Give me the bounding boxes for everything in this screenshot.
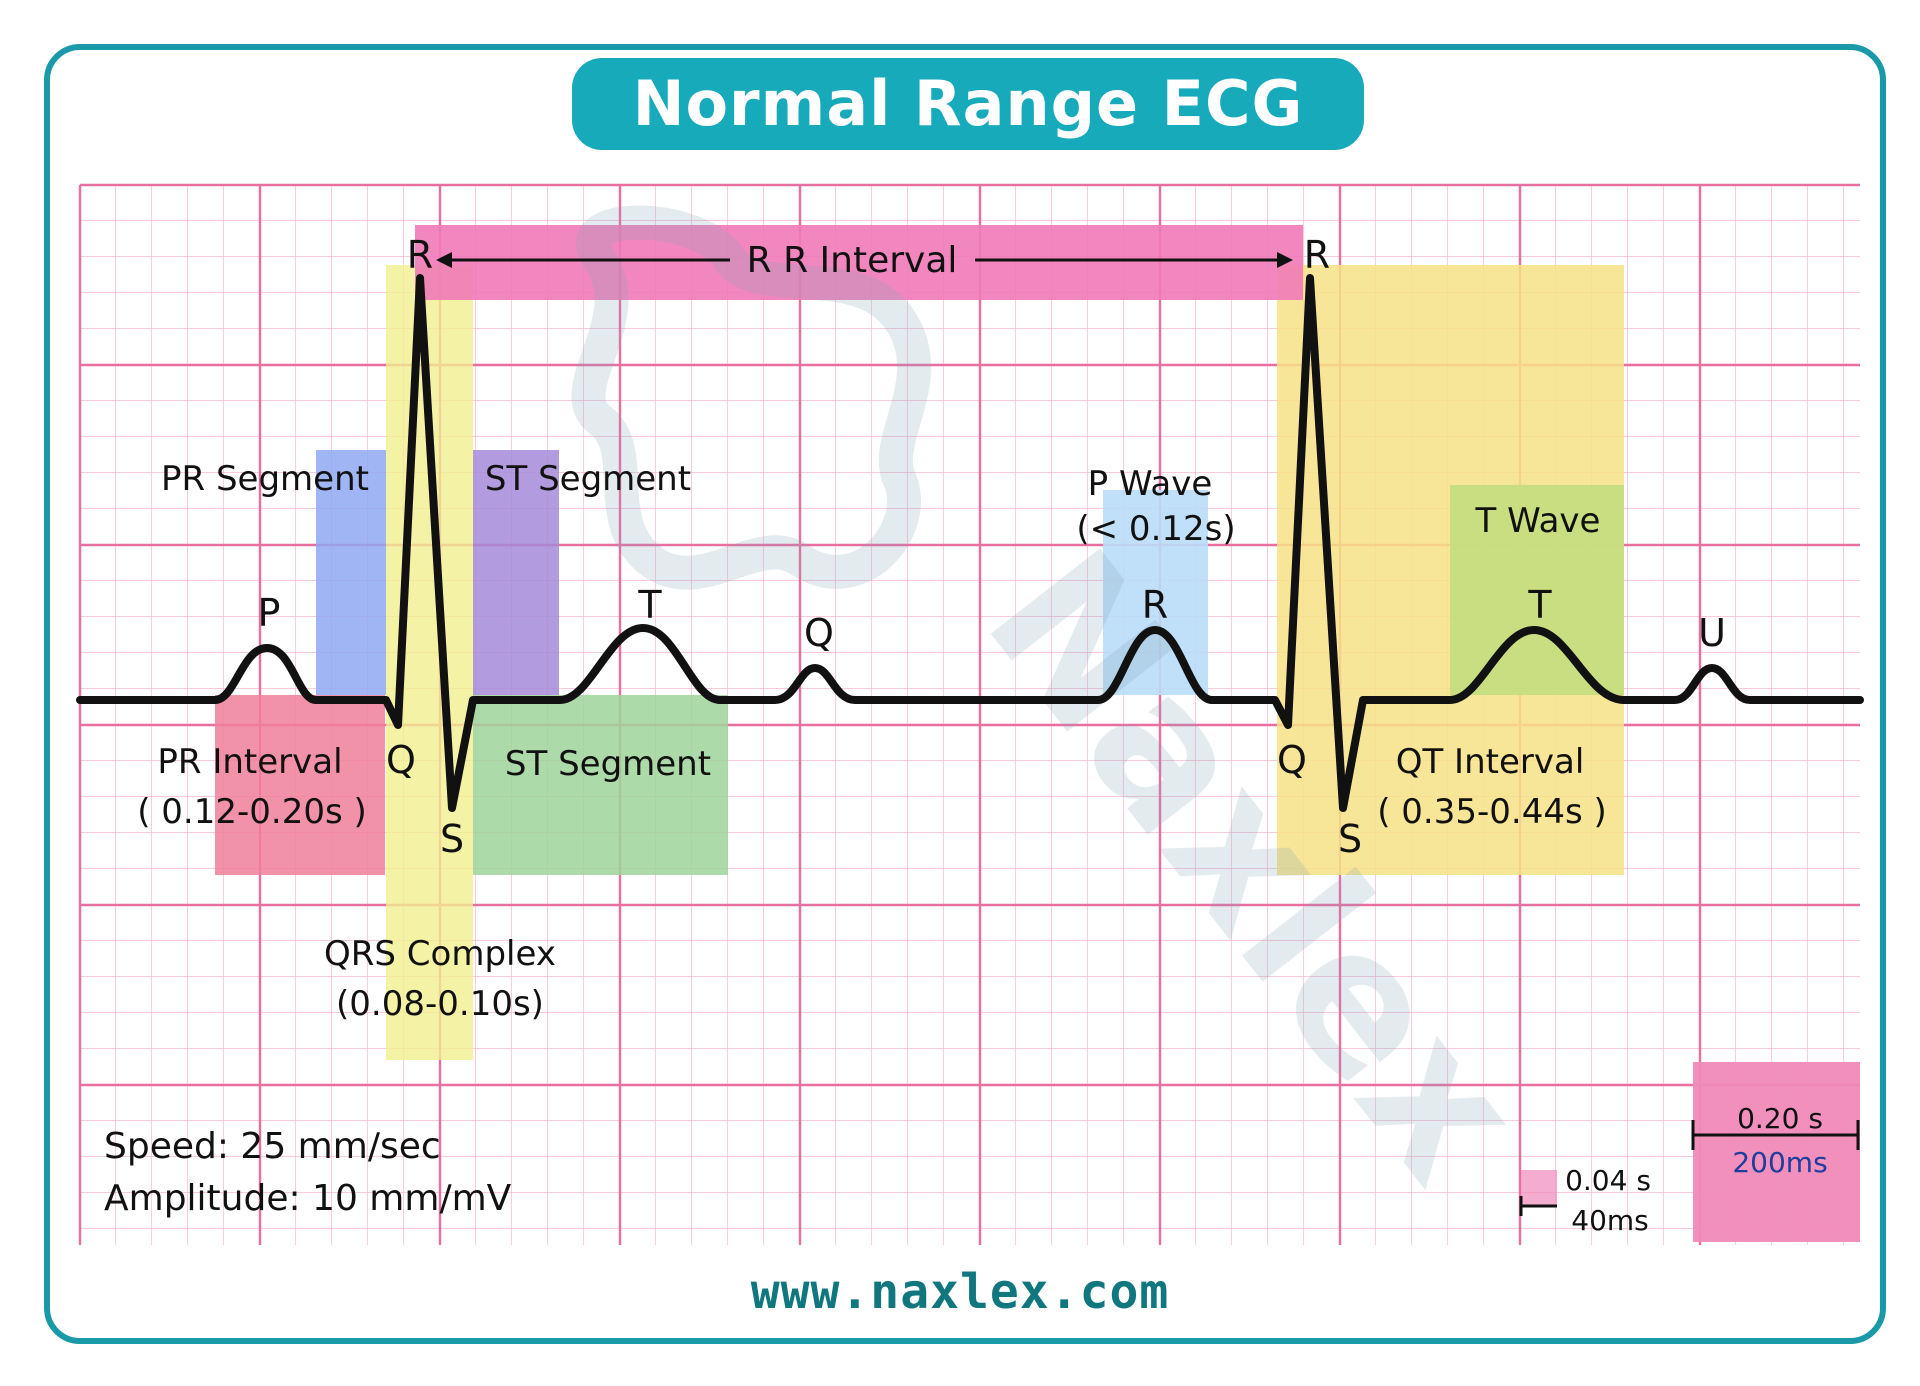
- scale-small-time: 0.04 s: [1565, 1164, 1651, 1197]
- qrs-complex-range: (0.08-0.10s): [336, 984, 544, 1024]
- st-segment-bottom-label: ST Segment: [505, 744, 711, 784]
- rr-arrow: [436, 252, 1293, 268]
- ecg-trace: [76, 274, 1864, 812]
- wave-label-s1: S: [440, 817, 464, 861]
- pr-segment-label: PR Segment: [161, 459, 369, 499]
- qt-interval-label: QT Interval: [1396, 742, 1585, 782]
- p-wave-region: [1103, 490, 1208, 695]
- speed-setting: Speed: 25 mm/sec: [104, 1126, 441, 1167]
- scale-large-box: [1693, 1062, 1860, 1242]
- highlight-regions: [215, 225, 1860, 1242]
- st-segment-top-label: ST Segment: [485, 459, 691, 499]
- wave-label-q-mid: Q: [804, 611, 834, 655]
- scale-brackets: [1519, 1120, 1860, 1216]
- card-frame: [44, 44, 1886, 1344]
- page-title: Normal Range ECG: [632, 67, 1304, 140]
- pr-interval-range: ( 0.12-0.20s ): [137, 792, 367, 832]
- st-segment-lower-region: [473, 695, 728, 875]
- st-segment-upper-region: [473, 450, 559, 695]
- t-wave-region: [1450, 485, 1624, 695]
- footer-url[interactable]: www.naxlex.com: [750, 1264, 1170, 1320]
- wave-label-r2: R: [1304, 233, 1330, 277]
- t-wave-label: T Wave: [1475, 501, 1601, 541]
- p-wave-range: (< 0.12s): [1076, 509, 1235, 549]
- wave-label-p: P: [258, 591, 281, 635]
- wave-label-t1: T: [637, 583, 662, 627]
- scale-large-ms: 200ms: [1732, 1146, 1827, 1179]
- scale-small-ms: 40ms: [1571, 1204, 1649, 1237]
- wave-label-q2: Q: [1277, 738, 1307, 782]
- wave-label-q1: Q: [386, 738, 416, 782]
- wave-label-u: U: [1698, 611, 1726, 655]
- rr-interval-label: R R Interval: [747, 240, 958, 281]
- scale-large-time: 0.20 s: [1737, 1102, 1823, 1135]
- scale-small-box: [1521, 1170, 1557, 1206]
- p-wave-label: P Wave: [1088, 464, 1213, 504]
- qrs-complex-label: QRS Complex: [324, 934, 556, 974]
- amplitude-setting: Amplitude: 10 mm/mV: [104, 1178, 512, 1219]
- pr-segment-region: [316, 450, 386, 695]
- rr-interval-bar: [415, 225, 1303, 300]
- pr-interval-label: PR Interval: [157, 742, 342, 782]
- wave-label-t2: T: [1527, 583, 1552, 627]
- wave-label-s2: S: [1338, 817, 1362, 861]
- wave-label-r1: R: [407, 233, 433, 277]
- pr-interval-region: [215, 695, 385, 875]
- qt-interval-range: ( 0.35-0.44s ): [1377, 792, 1607, 832]
- title-banner: Normal Range ECG: [572, 58, 1364, 150]
- wave-label-r-mid: R: [1142, 583, 1168, 627]
